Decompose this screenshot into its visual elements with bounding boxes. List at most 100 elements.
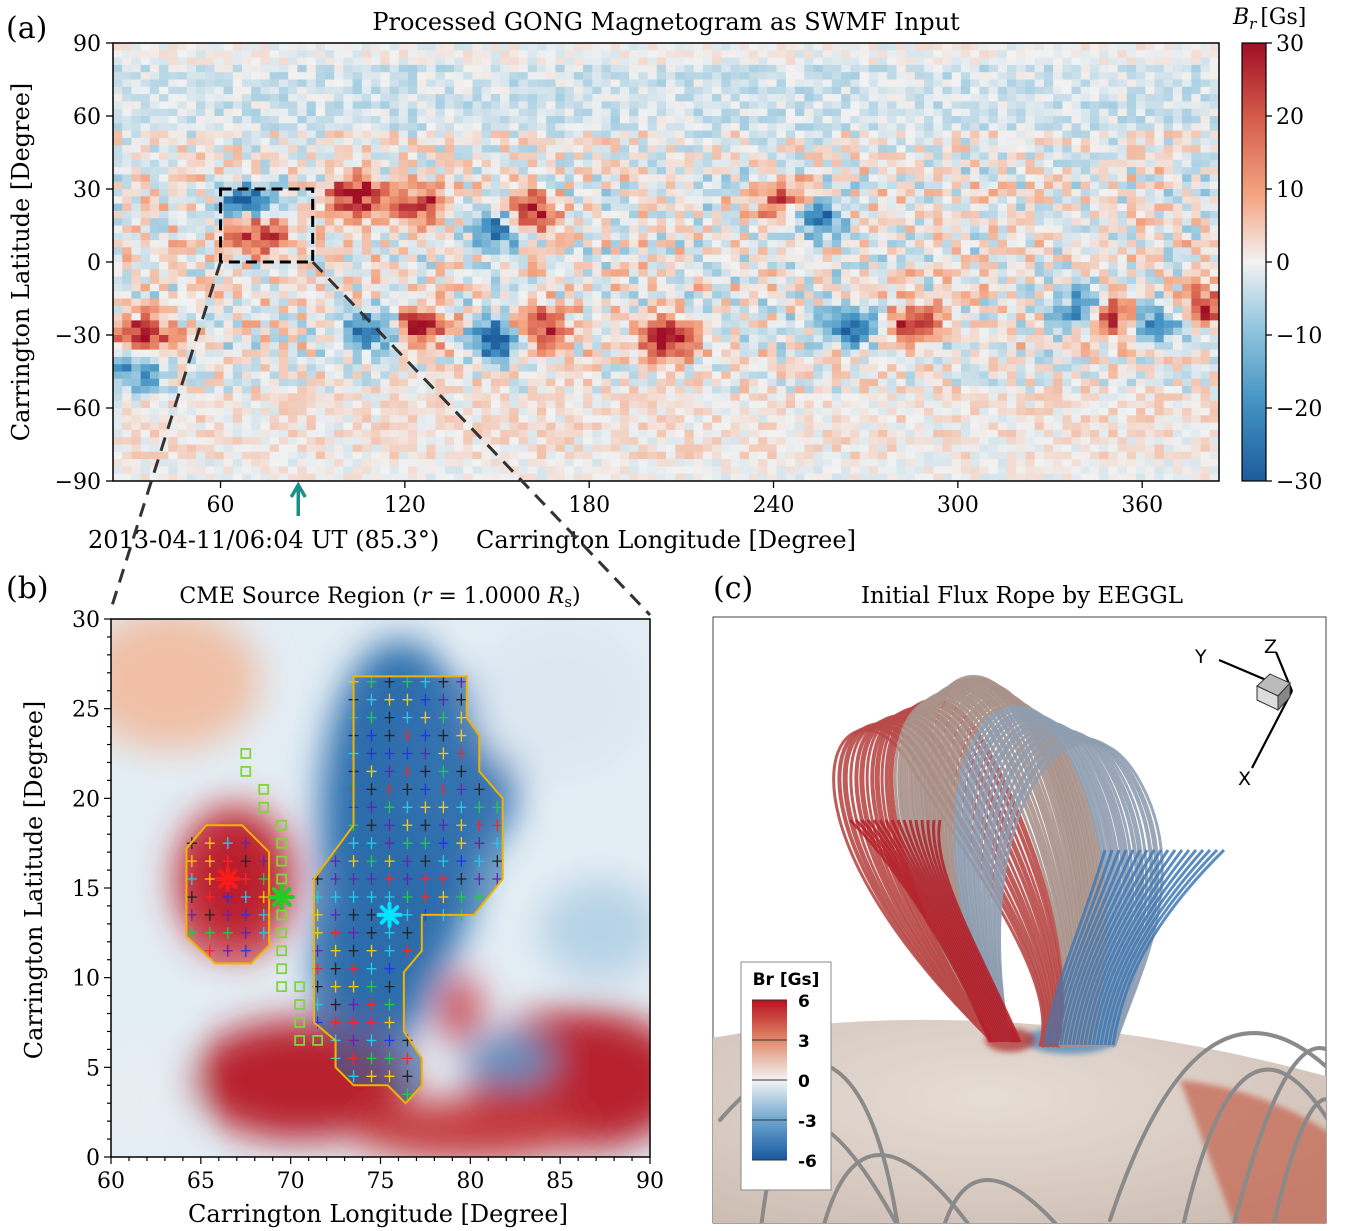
positive-region-marker <box>240 926 251 939</box>
negative-region-marker <box>384 926 395 939</box>
pil-marker <box>294 981 306 993</box>
background-field-line <box>942 1178 1058 1223</box>
negative-region-marker <box>420 855 431 868</box>
negative-region-marker <box>384 1070 395 1083</box>
negative-region-marker <box>366 819 377 832</box>
flux-rope-line <box>998 740 1164 1047</box>
flux-rope-blue-leg <box>1087 849 1184 1046</box>
x-tick-label: 75 <box>367 1169 395 1194</box>
negative-region-marker <box>366 693 377 706</box>
colorbar-tick-label: 10 <box>1276 178 1304 203</box>
negative-region-marker <box>402 729 413 742</box>
negative-region-marker <box>456 711 467 724</box>
source-region-box <box>219 187 315 264</box>
x-tick-label: 360 <box>1121 493 1163 518</box>
negative-region-marker <box>384 675 395 688</box>
positive-region-marker <box>204 837 215 850</box>
x-tick-label: 65 <box>187 1169 215 1194</box>
positive-region-marker <box>204 855 215 868</box>
negative-region-marker <box>420 783 431 796</box>
colorbar-tick-label: 0 <box>1276 251 1290 276</box>
negative-region-marker <box>348 1034 359 1047</box>
negative-region-marker <box>420 747 431 760</box>
negative-region-marker <box>330 908 341 921</box>
axis-z-label: Z <box>1264 636 1277 658</box>
y-tick-label: 90 <box>73 32 101 57</box>
orientation-axes: Y Z X <box>1194 636 1294 790</box>
negative-region-marker <box>384 890 395 903</box>
negative-region-marker <box>384 944 395 957</box>
negative-region-marker <box>348 908 359 921</box>
negative-region-marker <box>420 765 431 778</box>
negative-region-marker <box>366 837 377 850</box>
negative-region-marker <box>456 855 467 868</box>
pil-marker <box>294 1035 306 1046</box>
negative-region-marker <box>402 908 413 921</box>
y-tick-label: 30 <box>72 608 100 633</box>
negative-region-marker <box>366 729 377 742</box>
br-legend-ticks: 6 3 0 -3 -6 <box>752 992 817 1172</box>
negative-region-marker <box>456 747 467 760</box>
negative-region-marker <box>366 1052 377 1065</box>
colorbar-tick-label: −20 <box>1276 397 1322 422</box>
negative-region-marker <box>366 998 377 1011</box>
y-tick-label: 30 <box>73 178 101 203</box>
negative-region-marker <box>402 926 413 939</box>
negative-region-marker <box>348 1052 359 1065</box>
flux-rope-blue-leg <box>1091 849 1191 1046</box>
source-region-overlays <box>185 675 504 1105</box>
pil-marker <box>276 855 288 867</box>
negative-region-marker <box>348 837 359 850</box>
negative-region-marker <box>366 890 377 903</box>
negative-region-marker <box>402 747 413 760</box>
negative-region-marker <box>420 729 431 742</box>
negative-region-marker <box>402 801 413 814</box>
negative-region-marker <box>384 998 395 1011</box>
flux-rope-red-leg <box>932 819 1020 1043</box>
negative-region-marker <box>330 980 341 993</box>
positive-region-marker <box>240 890 251 903</box>
flux-rope-blue-leg <box>1095 849 1198 1046</box>
positive-region-marker <box>258 855 269 868</box>
negative-region-marker <box>438 819 449 832</box>
negative-region-marker <box>348 944 359 957</box>
y-tick-label: 25 <box>72 698 100 723</box>
flux-rope-blue-leg <box>1059 849 1135 1046</box>
negative-region-marker <box>348 980 359 993</box>
negative-region-marker <box>402 837 413 850</box>
negative-region-marker <box>438 873 449 886</box>
negative-region-marker <box>456 729 467 742</box>
negative-region-marker <box>384 747 395 760</box>
negative-region-marker <box>420 711 431 724</box>
negative-region-marker <box>366 1070 377 1083</box>
panel-a-ylabel: Carrington Latitude [Degree] <box>7 83 35 442</box>
axis-x-label: X <box>1238 768 1251 790</box>
flux-rope-lines <box>718 675 1326 1223</box>
panel-b-axes: 60 65 70 75 80 85 90 0 5 10 15 20 25 30 <box>72 608 664 1194</box>
negative-region-marker <box>402 890 413 903</box>
negative-region-marker <box>330 873 341 886</box>
negative-region-fill <box>314 676 503 1104</box>
colorbar-ticks: 30 20 10 0 −10 −20 −30 <box>1266 32 1322 495</box>
panel-c: (c) Initial Flux Rope by EEGGL Y Z X Br … <box>712 571 1327 1224</box>
y-tick-label: 15 <box>72 877 100 902</box>
pil-marker <box>276 909 288 921</box>
flux-rope-red-leg <box>884 819 1004 1043</box>
negative-region-marker <box>456 675 467 688</box>
negative-region-marker <box>438 693 449 706</box>
pil-marker <box>312 1035 324 1046</box>
flux-rope-red-leg <box>902 819 1010 1043</box>
br-legend-tick-label: 3 <box>798 1032 810 1052</box>
pil-center-marker <box>268 883 295 910</box>
negative-region-marker <box>366 908 377 921</box>
negative-region-marker <box>438 711 449 724</box>
x-tick-label: 120 <box>384 493 426 518</box>
br-legend-title: Br [Gs] <box>753 970 820 990</box>
negative-region-marker <box>456 801 467 814</box>
negative-region-marker <box>384 783 395 796</box>
flux-rope-red-leg <box>890 819 1006 1043</box>
x-tick-label: 70 <box>277 1169 305 1194</box>
negative-region-marker <box>384 1016 395 1029</box>
